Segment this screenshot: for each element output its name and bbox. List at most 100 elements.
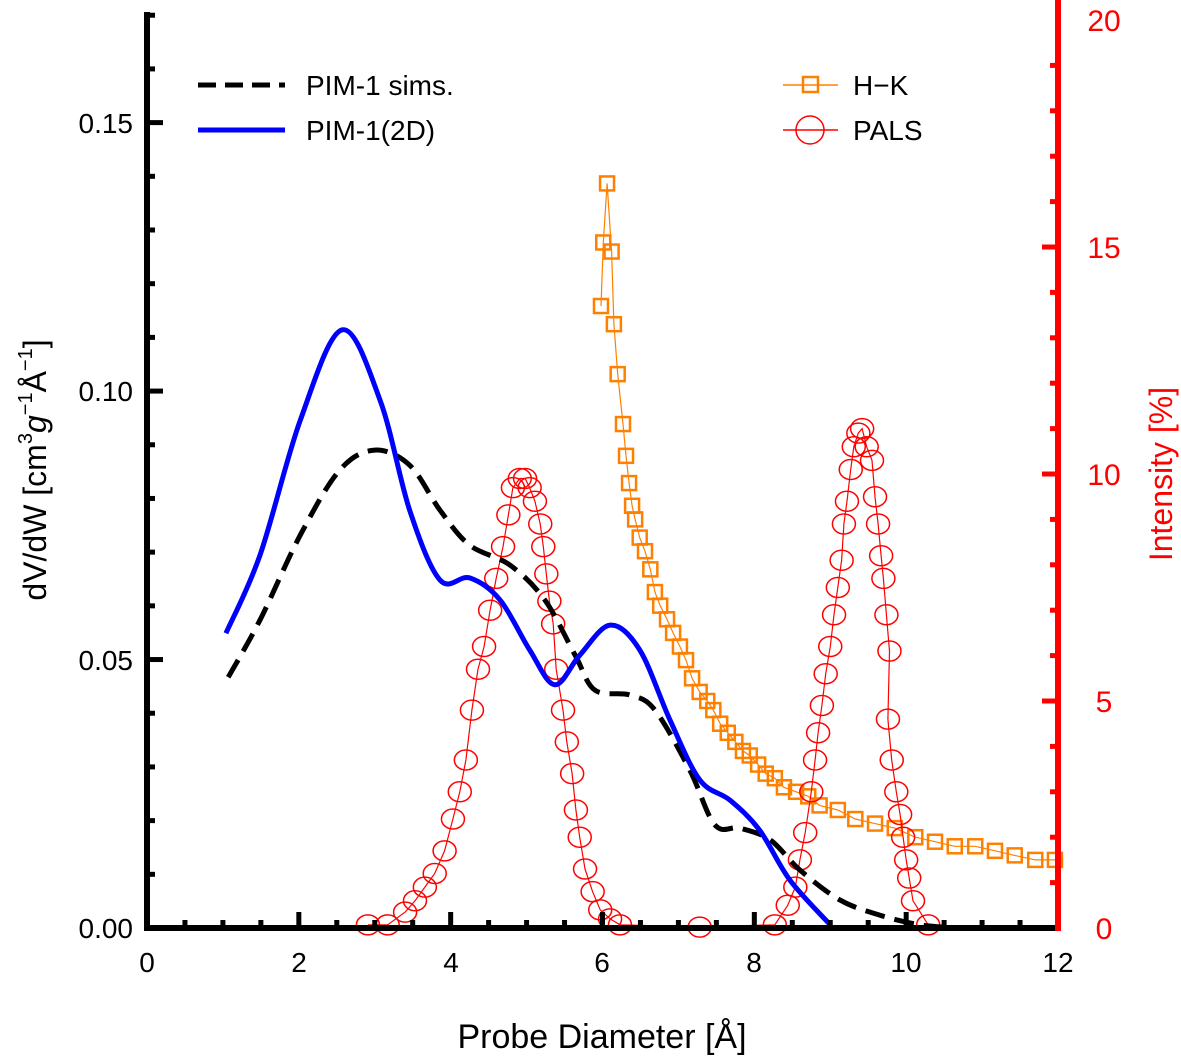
data-point-circle <box>522 490 548 512</box>
series-pim1-2d <box>223 327 833 927</box>
y-right-tick-label: 5 <box>1096 686 1113 719</box>
data-point-square <box>766 769 784 787</box>
x-axis-label: Probe Diameter [Å] <box>457 1018 746 1056</box>
data-point-circle <box>563 799 589 821</box>
data-point-circle <box>440 808 466 830</box>
data-point-circle <box>422 862 447 885</box>
data-point-circle <box>813 663 838 685</box>
data-point-square <box>626 511 644 528</box>
data-point-circle <box>854 436 879 458</box>
data-point-circle <box>809 694 835 717</box>
data-point-circle <box>517 476 542 499</box>
data-point-circle <box>871 567 896 590</box>
x-tick-label: 10 <box>890 947 921 978</box>
data-point-circle <box>849 417 875 440</box>
data-point-circle <box>829 549 854 572</box>
data-point-circle <box>534 563 559 585</box>
data-point-circle <box>799 781 824 803</box>
data-point-circle <box>818 635 843 658</box>
series-pim1-sims <box>226 447 961 931</box>
data-point-square <box>617 447 635 465</box>
data-point-circle <box>792 821 818 844</box>
data-point-square <box>677 651 695 669</box>
data-point-circle <box>559 762 585 785</box>
y-right-axis-label: Intensity [%] <box>1143 387 1179 561</box>
data-point-circle <box>507 467 533 490</box>
data-point-square <box>592 297 610 315</box>
y-tick-label: 0.10 <box>79 376 134 407</box>
data-point-circle <box>496 504 521 526</box>
data-point-circle <box>412 876 438 898</box>
legend-label-pals: PALS <box>853 115 923 146</box>
data-point-square <box>1006 847 1023 864</box>
x-tick-label: 2 <box>291 947 307 978</box>
data-point-square <box>614 415 632 433</box>
y-tick-label: 0.05 <box>79 645 134 676</box>
data-point-circle <box>893 849 919 871</box>
data-point-circle <box>572 858 598 880</box>
data-point-circle <box>875 708 901 730</box>
data-point-circle <box>531 535 556 558</box>
data-point-circle <box>483 567 509 590</box>
data-point-square <box>907 828 924 846</box>
data-point-circle <box>392 901 418 923</box>
data-point-circle <box>490 535 516 558</box>
data-point-circle <box>890 826 916 848</box>
axes <box>144 0 1061 931</box>
data-point-square <box>946 838 964 855</box>
data-point-circle <box>865 513 891 535</box>
data-point-circle <box>355 914 381 936</box>
data-point-circle <box>859 449 885 472</box>
data-point-circle <box>465 658 491 680</box>
y-tick-label: 0.15 <box>79 108 134 139</box>
data-point-circle <box>554 731 580 753</box>
data-point-square <box>620 474 638 492</box>
y-right-tick-label: 20 <box>1087 5 1120 38</box>
data-point-square <box>986 842 1004 860</box>
data-point-circle <box>512 467 538 490</box>
data-point-square <box>1026 851 1044 869</box>
series-pals <box>355 417 941 938</box>
x-tick-label: 0 <box>139 947 155 978</box>
data-point-circle <box>887 803 913 826</box>
data-point-square <box>741 747 759 764</box>
legend: PIM-1 sims. PIM-1(2D) H−K PALS <box>198 70 923 146</box>
data-point-circle <box>477 599 503 621</box>
data-point-circle <box>862 485 888 508</box>
data-point-square <box>829 801 847 819</box>
data-point-circle <box>402 890 428 912</box>
data-point-square <box>598 175 616 192</box>
data-point-circle <box>805 722 831 744</box>
data-point-circle <box>841 436 867 458</box>
data-point-circle <box>471 635 497 658</box>
data-point-circle <box>762 914 788 936</box>
data-point-square <box>609 365 626 383</box>
data-point-square <box>603 243 620 260</box>
legend-label-sims: PIM-1 sims. <box>306 70 454 101</box>
data-point-square <box>636 542 654 560</box>
data-point-square <box>605 315 623 333</box>
x-tick-label: 4 <box>443 947 459 978</box>
data-point-circle <box>802 749 828 771</box>
data-point-circle <box>432 840 457 862</box>
data-point-square <box>926 833 944 850</box>
data-point-square <box>787 783 805 801</box>
data-point-circle <box>896 867 922 889</box>
data-point-circle <box>879 749 904 771</box>
data-point-square <box>1046 851 1064 869</box>
data-point-circle <box>607 914 633 936</box>
data-point-circle <box>838 458 863 481</box>
data-point-circle <box>447 781 473 803</box>
legend-marker-hk <box>801 75 820 94</box>
data-point-circle <box>846 422 871 444</box>
data-point-circle <box>783 876 808 898</box>
y-right-tick-label: 0 <box>1096 913 1113 946</box>
data-point-square <box>967 838 984 855</box>
data-point-circle <box>874 603 899 626</box>
data-point-circle <box>527 513 553 535</box>
data-point-circle <box>550 699 576 721</box>
data-point-square <box>595 234 612 251</box>
legend-label-hk: H−K <box>853 70 909 101</box>
x-tick-label: 6 <box>594 947 610 978</box>
